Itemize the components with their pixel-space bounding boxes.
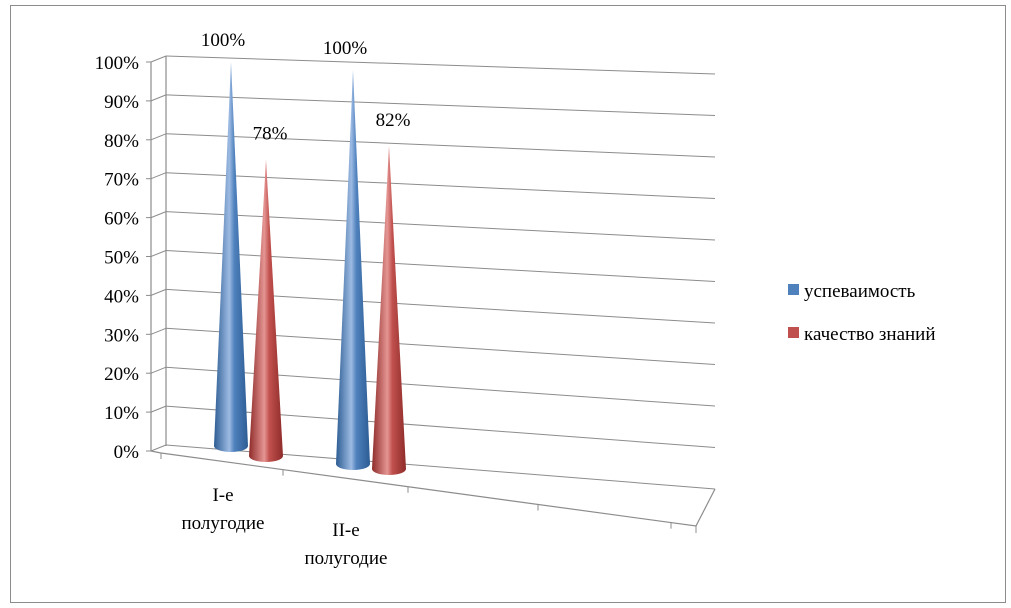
- y-tick-label: 70%: [104, 170, 139, 191]
- gridline: [165, 172, 716, 199]
- cone-bar: [214, 62, 248, 452]
- y-tick-label: 100%: [95, 53, 140, 74]
- chart-frame: 0% 10% 20% 30% 40% 50% 60% 70% 80% 90% 100% 100% 78…: [10, 5, 1006, 603]
- side-gridline: [150, 172, 167, 180]
- data-label: 100%: [323, 38, 368, 59]
- side-gridline: [150, 55, 167, 63]
- cone-bar-chart: 0% 10% 20% 30% 40% 50% 60% 70% 80% 90% 100% 100% 78…: [95, 30, 936, 569]
- side-gridline: [150, 405, 167, 413]
- floor-outline: [150, 450, 716, 527]
- y-tick-label: 0%: [114, 442, 140, 463]
- side-gridline: [150, 211, 167, 219]
- cone-bar: [249, 159, 283, 462]
- gridline: [165, 444, 716, 490]
- gridline: [165, 405, 716, 448]
- y-tick-label: 20%: [104, 364, 139, 385]
- gridline: [165, 327, 716, 365]
- legend-swatch: [788, 284, 799, 295]
- y-axis: 0% 10% 20% 30% 40% 50% 60% 70% 80% 90% 100%: [95, 53, 151, 463]
- side-gridline: [150, 288, 167, 296]
- side-gridline: [150, 366, 167, 374]
- category-label: полугодие: [182, 513, 265, 534]
- side-gridline: [150, 250, 167, 257]
- legend-swatch: [788, 327, 799, 338]
- legend-label: качество знаний: [804, 324, 936, 345]
- cone-bar: [372, 145, 406, 476]
- side-gridline: [150, 327, 167, 335]
- legend-label: успеваимость: [804, 281, 916, 302]
- category-label: II-е: [332, 520, 359, 541]
- gridline: [165, 250, 716, 282]
- gridline: [165, 366, 716, 407]
- category-label: полугодие: [305, 548, 388, 569]
- side-gridline: [150, 444, 167, 452]
- data-labels: 100% 78% 100% 82%: [201, 30, 411, 145]
- gridline: [165, 55, 716, 75]
- y-tick-label: 90%: [104, 92, 139, 113]
- y-tick-label: 40%: [104, 286, 139, 307]
- gridline: [165, 288, 716, 324]
- chart-floor: [150, 450, 716, 533]
- y-tick-label: 50%: [104, 248, 139, 269]
- y-tick-label: 30%: [104, 325, 139, 346]
- y-tick-label: 80%: [104, 131, 139, 152]
- cone-bar: [336, 70, 370, 470]
- gridline: [165, 211, 716, 241]
- data-label: 100%: [201, 30, 246, 51]
- data-label: 78%: [253, 124, 288, 145]
- gridline: [165, 94, 716, 116]
- y-tick-label: 10%: [104, 403, 139, 424]
- category-label: I-е: [212, 485, 233, 506]
- legend: успеваимость качество знаний: [788, 281, 936, 345]
- side-gridline: [150, 94, 167, 102]
- y-tick-label: 60%: [104, 209, 139, 230]
- gridline: [165, 133, 716, 158]
- data-label: 82%: [376, 110, 411, 131]
- bars: [214, 62, 406, 476]
- side-gridline: [150, 133, 167, 141]
- x-axis: I-е полугодие II-е полугодие: [182, 485, 388, 569]
